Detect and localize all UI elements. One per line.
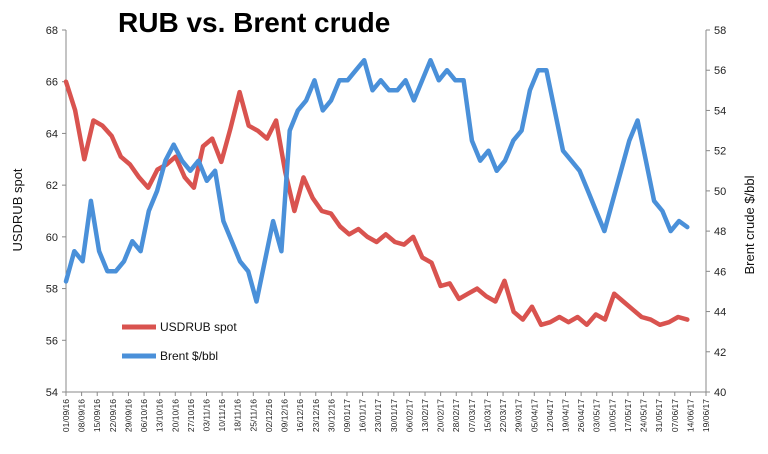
x-tick-label: 23/01/17 [373, 399, 383, 432]
right-tick-label: 54 [714, 105, 726, 117]
x-tick-label: 05/04/17 [529, 399, 539, 432]
x-tick-label: 22/09/16 [108, 399, 118, 432]
x-tick-label: 07/03/17 [467, 399, 477, 432]
x-tick-label: 29/03/17 [514, 399, 524, 432]
right-axis-title: Brent crude $/bbl [742, 175, 757, 274]
right-tick-label: 40 [714, 387, 726, 399]
x-tick-label: 19/06/17 [701, 399, 711, 432]
right-tick-label: 42 [714, 347, 726, 359]
series-line-1 [63, 57, 690, 304]
x-tick-label: 09/12/16 [280, 399, 290, 432]
x-tick-label: 02/12/16 [264, 399, 274, 432]
x-tick-label: 15/03/17 [482, 399, 492, 432]
x-tick-label: 01/09/16 [61, 399, 71, 432]
series-line-0 [63, 79, 690, 328]
x-axis: 01/09/16 08/09/16 15/09/16 22/09/16 29/09/16… [61, 391, 711, 432]
x-tick-label: 09/01/17 [342, 399, 352, 432]
left-tick-label: 58 [46, 284, 58, 296]
x-tick-label: 06/10/16 [139, 399, 149, 432]
x-tick-label: 03/11/16 [201, 399, 211, 432]
right-tick-label: 50 [714, 186, 726, 198]
left-tick-label: 54 [46, 387, 58, 399]
left-tick-label: 66 [46, 77, 58, 89]
left-tick-label: 60 [46, 232, 58, 244]
right-tick-label: 56 [714, 65, 726, 77]
x-tick-label: 20/10/16 [170, 399, 180, 432]
x-tick-label: 03/05/17 [592, 399, 602, 432]
right-tick-label: 52 [714, 146, 726, 158]
x-tick-label: 08/09/16 [77, 399, 87, 432]
x-tick-label: 07/06/17 [670, 399, 680, 432]
x-tick-label: 16/01/17 [358, 399, 368, 432]
x-tick-label: 13/10/16 [155, 399, 165, 432]
x-tick-label: 28/02/17 [451, 399, 461, 432]
right-tick-label: 48 [714, 226, 726, 238]
legend: USDRUB spot Brent $/bbl [122, 320, 237, 363]
x-tick-label: 23/12/16 [311, 399, 321, 432]
left-tick-label: 64 [46, 128, 58, 140]
x-tick-label: 10/11/16 [217, 399, 227, 432]
left-tick-label: 62 [46, 180, 58, 192]
x-tick-label: 06/02/17 [404, 399, 414, 432]
x-tick-label: 26/04/17 [576, 399, 586, 432]
x-tick-label: 13/02/17 [420, 399, 430, 432]
x-tick-label: 20/02/17 [436, 399, 446, 432]
x-tick-label: 10/05/17 [607, 399, 617, 432]
x-tick-label: 30/01/17 [389, 399, 399, 432]
x-tick-label: 31/05/17 [654, 399, 664, 432]
left-tick-label: 68 [46, 25, 58, 37]
x-tick-label: 22/03/17 [498, 399, 508, 432]
left-axis-title: USDRUB spot [10, 168, 25, 251]
legend-label-brent: Brent $/bbl [160, 349, 218, 363]
right-tick-label: 44 [714, 307, 726, 319]
x-tick-label: 18/11/16 [233, 399, 243, 432]
left-axis: 54 56 58 60 62 64 66 68 [46, 25, 67, 399]
chart-title: RUB vs. Brent crude [118, 7, 390, 38]
x-tick-label: 29/09/16 [123, 399, 133, 432]
x-tick-label: 27/10/16 [186, 399, 196, 432]
left-tick-label: 56 [46, 335, 58, 347]
right-axis: 40 42 44 46 48 50 52 54 56 58 [705, 25, 726, 399]
right-tick-label: 58 [714, 25, 726, 37]
x-tick-label: 16/12/16 [295, 399, 305, 432]
x-tick-label: 17/05/17 [623, 399, 633, 432]
x-tick-label: 24/05/17 [639, 399, 649, 432]
x-tick-label: 19/04/17 [561, 399, 571, 432]
x-tick-label: 15/09/16 [92, 399, 102, 432]
series-layer [63, 57, 690, 328]
legend-label-usdrub: USDRUB spot [160, 320, 237, 334]
x-tick-label: 25/11/16 [248, 399, 258, 432]
x-tick-label: 12/04/17 [545, 399, 555, 432]
x-tick-label: 14/06/17 [685, 399, 695, 432]
right-tick-label: 46 [714, 266, 726, 278]
x-tick-label: 30/12/16 [326, 399, 336, 432]
